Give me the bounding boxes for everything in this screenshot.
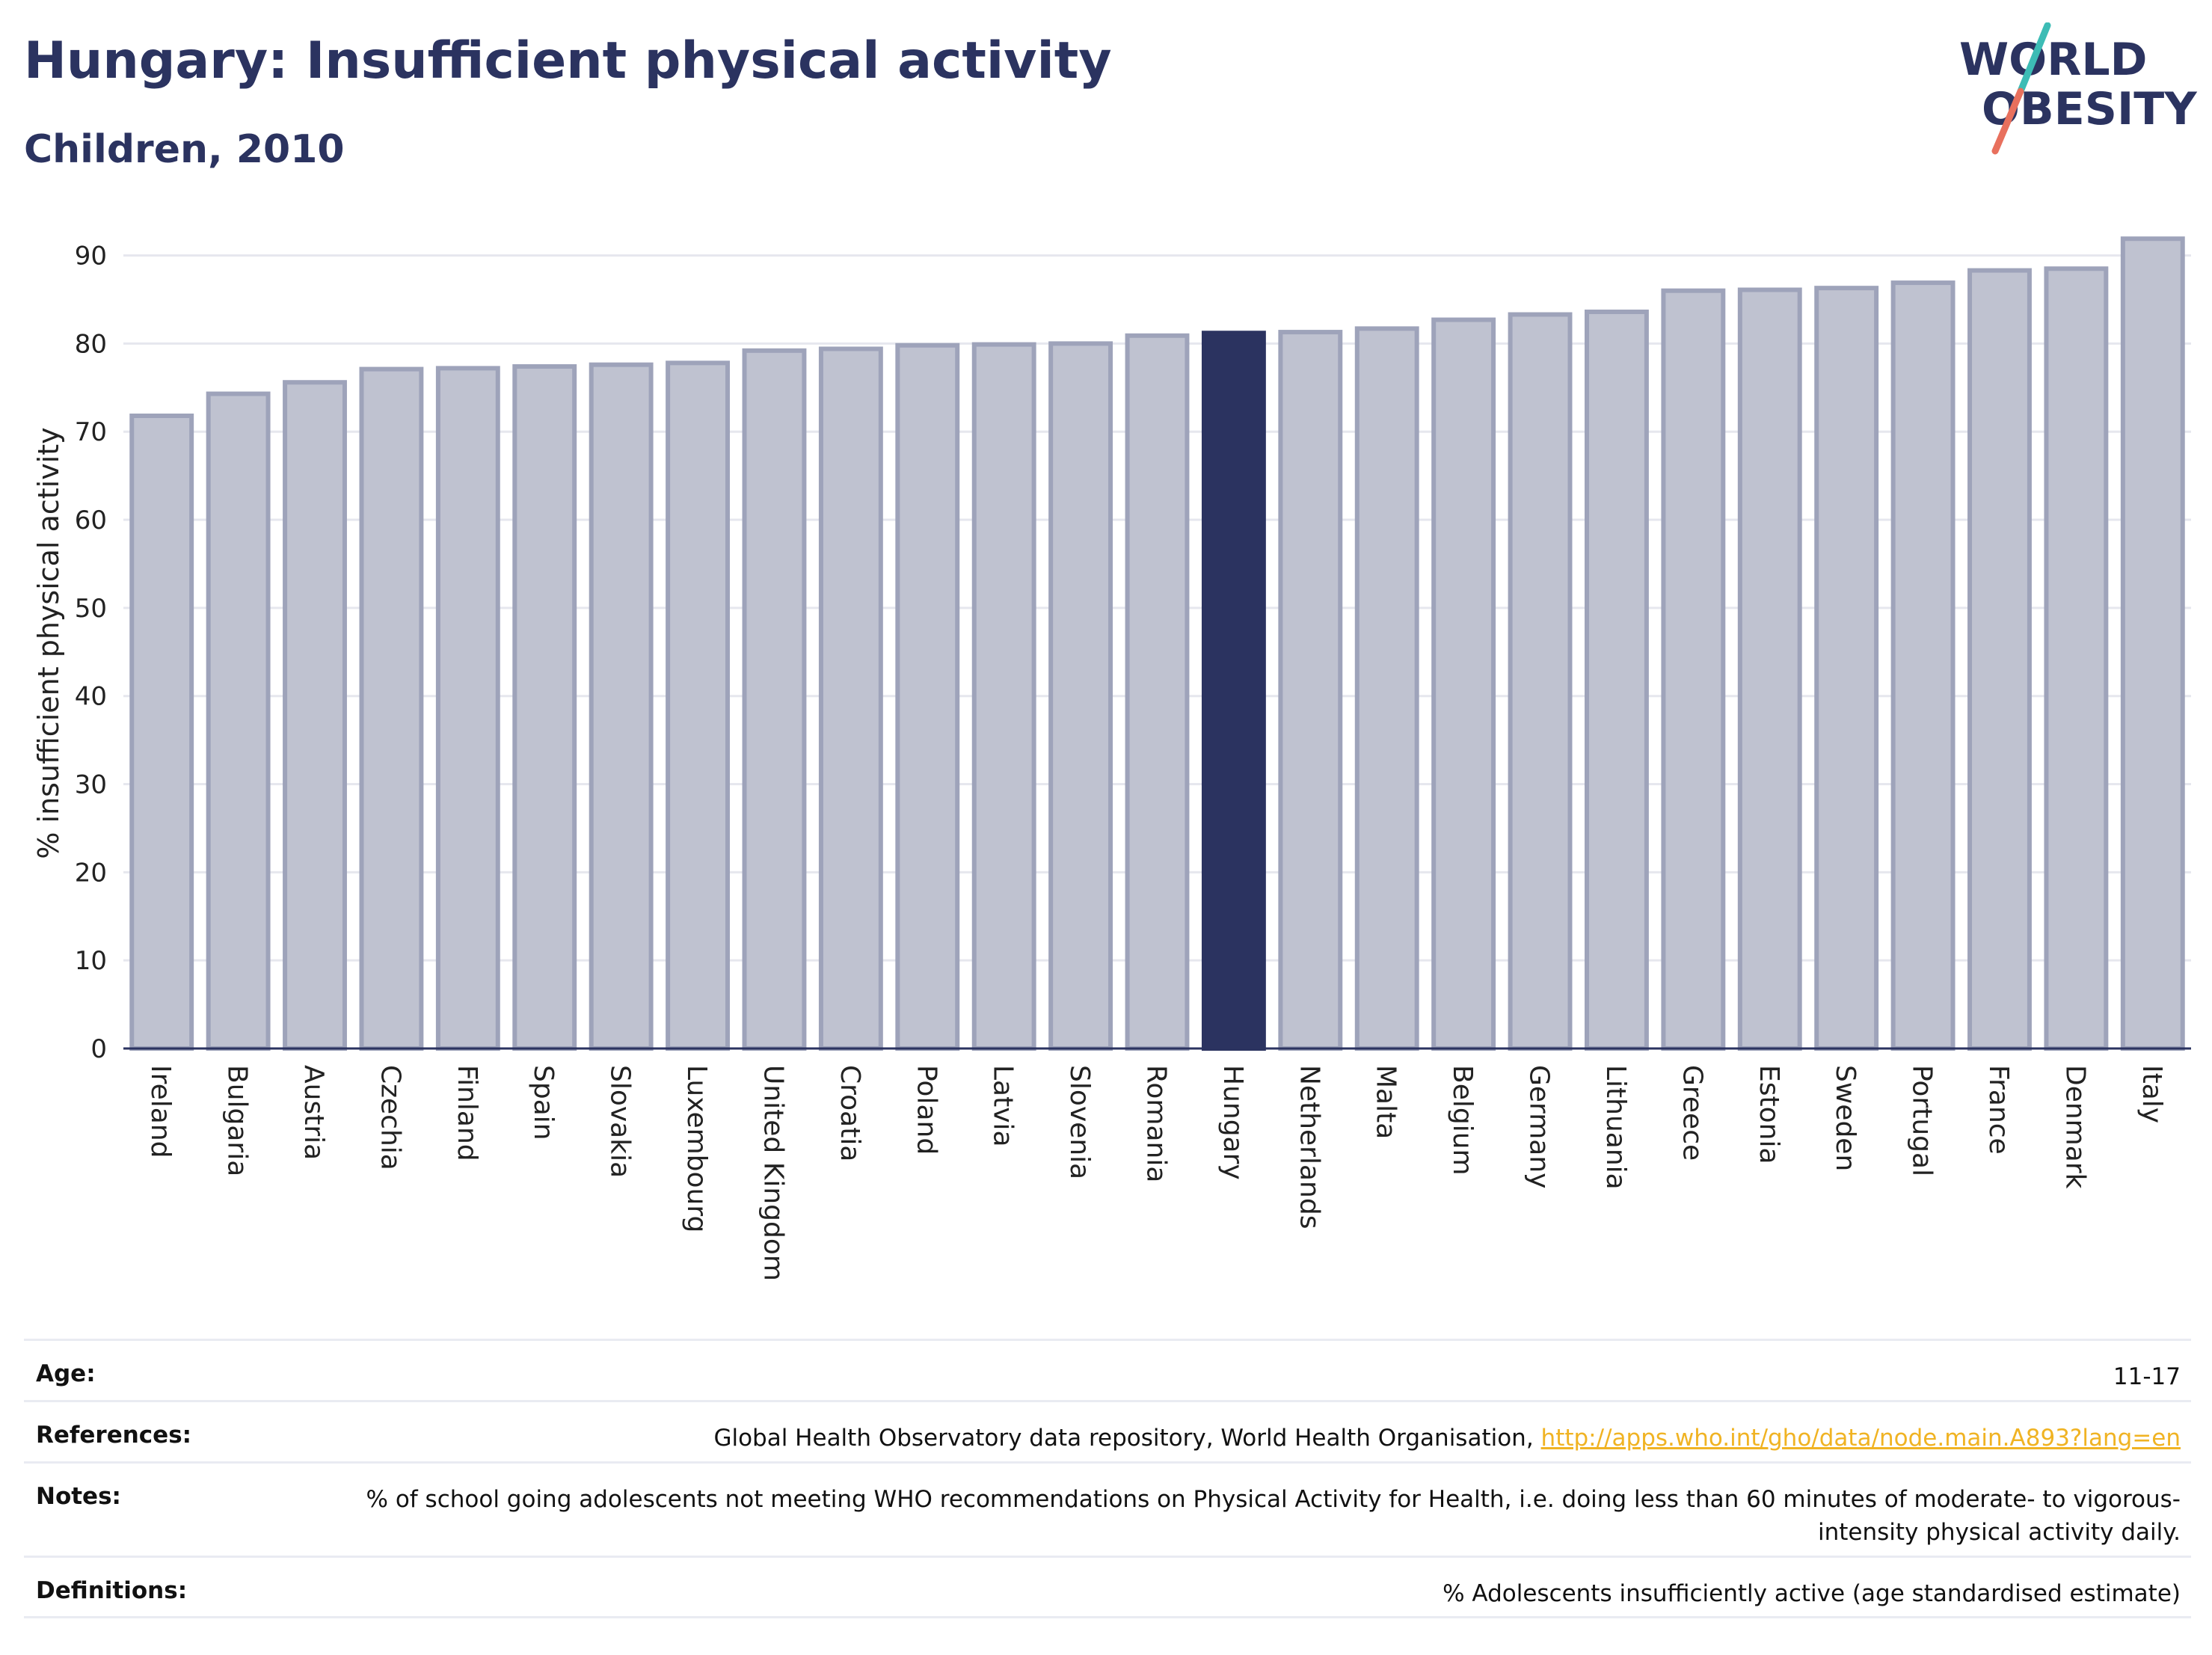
bar-poland — [895, 343, 960, 1051]
x-tick-label: United Kingdom — [758, 1065, 788, 1281]
page-title: Hungary: Insufficient physical activity — [24, 31, 1112, 90]
x-tick-label: Greece — [1677, 1065, 1707, 1161]
bar-france — [1967, 268, 2032, 1051]
x-tick-label: Portugal — [1907, 1065, 1938, 1176]
x-tick-label: Finland — [452, 1065, 482, 1161]
logo-slash-coral — [1991, 87, 2024, 155]
x-tick-label: Sweden — [1830, 1065, 1861, 1171]
x-tick-label: Slovenia — [1064, 1065, 1095, 1179]
logo-word-world: WORLD — [1959, 34, 2147, 86]
x-tick-label: Malta — [1371, 1065, 1401, 1139]
bar-estonia — [1737, 287, 1802, 1051]
bar-greece — [1661, 288, 1726, 1051]
bar-belgium — [1431, 317, 1496, 1051]
x-tick-label: Lithuania — [1600, 1065, 1631, 1190]
metadata-table: Age: 11-17 References: Global Health Obs… — [24, 1339, 2191, 1618]
x-tick-label: Slovakia — [605, 1065, 636, 1178]
y-tick-label: 0 — [90, 1034, 107, 1064]
y-tick-label: 30 — [75, 770, 107, 800]
references-row: References: Global Health Observatory da… — [24, 1400, 2191, 1461]
x-tick-labels: Ireland Bulgaria Austria Czechia Finland Spai… — [145, 1065, 2167, 1281]
y-tick-label: 40 — [75, 682, 107, 712]
bar-austria — [283, 380, 347, 1051]
bar-spain — [512, 364, 577, 1051]
definitions-value: % Adolescents insufficiently active (age… — [1443, 1580, 2181, 1607]
bar-netherlands — [1278, 330, 1343, 1051]
bar-hungary — [1201, 331, 1266, 1051]
x-tick-label: France — [1983, 1065, 2014, 1155]
world-obesity-logo: WORLD OBESITY — [1959, 22, 2198, 155]
x-tick-label: Italy — [2136, 1065, 2167, 1123]
x-tick-label: Estonia — [1754, 1065, 1784, 1164]
definitions-row: Definitions: % Adolescents insufficientl… — [24, 1556, 2191, 1618]
bar-slovenia — [1048, 341, 1113, 1051]
x-tick-label: Luxembourg — [681, 1065, 712, 1232]
y-tick-label: 90 — [75, 242, 107, 271]
bar-finland — [435, 366, 500, 1051]
y-tick-labels: 0 10 20 30 40 50 60 70 80 90 — [75, 242, 107, 1064]
x-tick-label: Ireland — [145, 1065, 176, 1158]
bar-bulgaria — [206, 391, 271, 1051]
notes-label: Notes: — [36, 1483, 121, 1510]
x-tick-label: Austria — [298, 1065, 329, 1160]
x-tick-label: Romania — [1141, 1065, 1172, 1182]
bar-luxembourg — [666, 360, 730, 1051]
x-tick-label: Latvia — [988, 1065, 1019, 1147]
bar-portugal — [1890, 280, 1956, 1051]
bar-malta — [1354, 326, 1419, 1051]
bar-croatia — [818, 346, 883, 1051]
x-tick-label: Spain — [528, 1065, 559, 1140]
y-tick-label: 70 — [75, 417, 107, 447]
x-tick-label: Hungary — [1217, 1065, 1248, 1180]
notes-row: Notes: % of school going adolescents not… — [24, 1461, 2191, 1556]
x-tick-label: Belgium — [1447, 1065, 1478, 1176]
bar-germany — [1508, 312, 1573, 1051]
x-tick-label: Netherlands — [1294, 1065, 1324, 1229]
bar-united-kingdom — [742, 348, 807, 1051]
x-tick-label: Bulgaria — [222, 1065, 253, 1176]
y-tick-label: 60 — [75, 506, 107, 535]
x-tick-label: Germany — [1524, 1065, 1555, 1188]
y-tick-label: 50 — [75, 594, 107, 624]
age-row: Age: 11-17 — [24, 1339, 2191, 1400]
notes-value: % of school going adolescents not meetin… — [366, 1486, 2181, 1546]
age-label: Age: — [36, 1360, 96, 1387]
references-label: References: — [36, 1422, 192, 1449]
x-tick-label: Denmark — [2059, 1065, 2090, 1189]
y-tick-label: 80 — [75, 329, 107, 359]
bar-denmark — [2044, 266, 2109, 1051]
y-tick-label: 10 — [75, 946, 107, 976]
bar-ireland — [129, 414, 194, 1051]
age-value: 11-17 — [2113, 1363, 2181, 1390]
bars — [129, 236, 2185, 1051]
x-tick-label: Croatia — [835, 1065, 865, 1161]
references-link[interactable]: http://apps.who.int/gho/data/node.main.A… — [1540, 1425, 2181, 1452]
references-value: Global Health Observatory data repositor… — [713, 1422, 2181, 1455]
bar-czechia — [359, 366, 424, 1051]
bar-slovakia — [589, 362, 654, 1051]
bar-lithuania — [1585, 309, 1649, 1051]
x-tick-label: Czechia — [375, 1065, 405, 1170]
bar-romania — [1125, 333, 1190, 1051]
bar-italy — [2120, 236, 2185, 1051]
definitions-label: Definitions: — [36, 1577, 188, 1604]
bar-sweden — [1814, 286, 1879, 1051]
y-axis-label: % insufficient physical activity — [32, 427, 65, 859]
references-text: Global Health Observatory data repositor… — [713, 1425, 1541, 1452]
bar-chart: 0 10 20 30 40 50 60 70 80 90 Ireland Bulgaria Austr… — [32, 236, 2191, 1281]
page-subtitle: Children, 2010 — [24, 127, 345, 172]
bar-latvia — [971, 342, 1036, 1051]
logo-slash-teal — [2017, 22, 2051, 95]
y-tick-label: 20 — [75, 858, 107, 888]
x-tick-label: Poland — [911, 1065, 941, 1155]
